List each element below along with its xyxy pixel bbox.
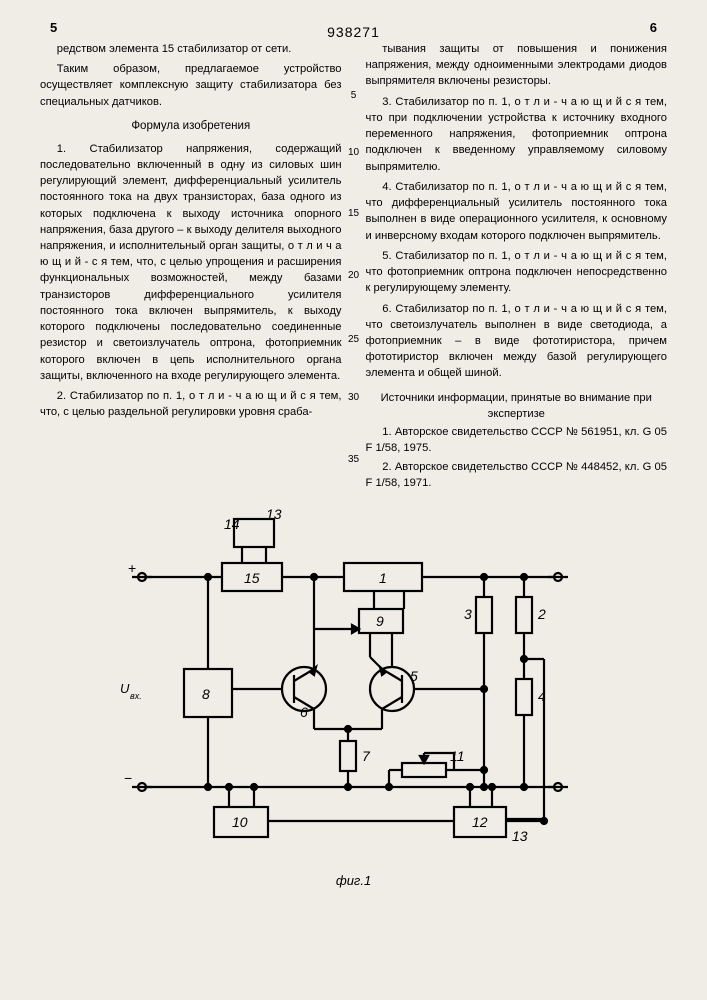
figure-caption: фиг.1 xyxy=(40,873,667,888)
line-marker-30: 30 xyxy=(344,391,364,406)
sources-title: Источники информации, принятые во вниман… xyxy=(366,390,668,422)
formula-title: Формула изобретения xyxy=(40,118,342,135)
circuit-diagram: 14 13 15 + 1 xyxy=(114,509,594,869)
figure-1: 14 13 15 + 1 xyxy=(40,509,667,888)
right-p1: тывания защиты от повышения и понижения … xyxy=(366,41,668,90)
svg-text:14: 14 xyxy=(224,516,240,532)
svg-text:2: 2 xyxy=(537,606,546,622)
svg-text:12: 12 xyxy=(472,814,488,830)
page: 5 6 938271 редством элемента 15 стабилиз… xyxy=(0,0,707,1000)
svg-text:15: 15 xyxy=(244,570,260,586)
source-2: 2. Авторское свидетельство СССР № 448452… xyxy=(366,459,668,491)
claim-1: 1. Стабилизатор напряжения, содержащий п… xyxy=(40,141,342,385)
svg-text:8: 8 xyxy=(202,686,210,702)
text-columns: редством элемента 15 стабилизатор от сет… xyxy=(40,41,667,491)
svg-text:9: 9 xyxy=(376,613,384,629)
svg-text:10: 10 xyxy=(232,814,248,830)
svg-text:1: 1 xyxy=(379,570,387,586)
line-marker-15: 15 xyxy=(344,207,364,222)
claim-4: 4. Стабилизатор по п. 1, о т л и - ч а ю… xyxy=(366,179,668,244)
svg-text:−: − xyxy=(124,770,132,786)
svg-text:7: 7 xyxy=(362,748,371,764)
line-marker-25: 25 xyxy=(344,333,364,348)
claim-6: 6. Стабилизатор по п. 1, о т л и - ч а ю… xyxy=(366,301,668,382)
svg-text:вх.: вх. xyxy=(130,691,142,701)
claim-5: 5. Стабилизатор по п. 1, о т л и - ч а ю… xyxy=(366,248,668,297)
line-marker-20: 20 xyxy=(344,269,364,284)
left-column: редством элемента 15 стабилизатор от сет… xyxy=(40,41,342,491)
source-1: 1. Авторское свидетельство СССР № 561951… xyxy=(366,424,668,456)
svg-text:5: 5 xyxy=(410,668,418,684)
line-marker-5: 5 xyxy=(344,89,364,104)
svg-text:U: U xyxy=(120,681,130,696)
svg-text:3: 3 xyxy=(464,606,472,622)
claim-3: 3. Стабилизатор по п. 1, о т л и - ч а ю… xyxy=(366,94,668,175)
svg-text:6: 6 xyxy=(300,704,308,720)
left-p1: редством элемента 15 стабилизатор от сет… xyxy=(40,41,342,57)
doc-number: 938271 xyxy=(327,24,380,40)
page-num-right: 6 xyxy=(650,20,657,35)
page-num-left: 5 xyxy=(50,20,57,35)
svg-text:13: 13 xyxy=(512,828,528,844)
line-marker-35: 35 xyxy=(344,453,364,468)
right-column: тывания защиты от повышения и понижения … xyxy=(366,41,668,491)
claim-2: 2. Стабилизатор по п. 1, о т л и - ч а ю… xyxy=(40,388,342,420)
svg-text:11: 11 xyxy=(450,748,465,764)
line-marker-10: 10 xyxy=(344,146,364,161)
svg-text:13: 13 xyxy=(266,509,282,522)
svg-text:+: + xyxy=(128,560,136,576)
left-p2: Таким образом, предлагаемое устройство о… xyxy=(40,61,342,110)
